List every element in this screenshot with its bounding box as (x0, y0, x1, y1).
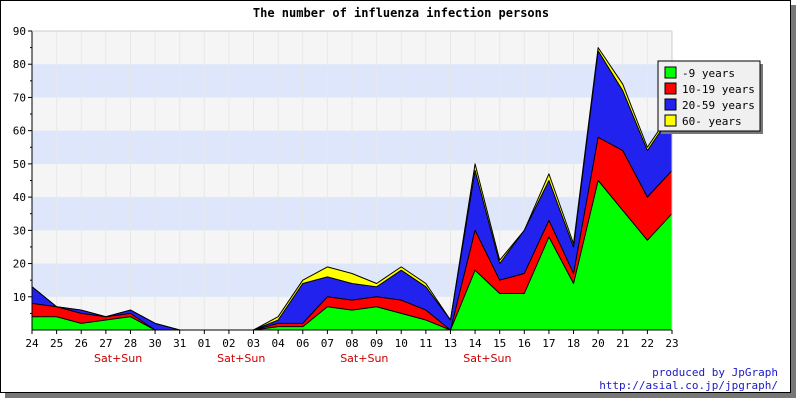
x-tick-label: 22 (641, 337, 654, 350)
chart-canvas: The number of influenza infection person… (13, 6, 763, 365)
x-tick-label: 28 (124, 337, 137, 350)
area-9-years (31, 180, 673, 331)
x-tick-label: 02 (222, 337, 235, 350)
legend-swatch (664, 98, 677, 111)
credit-produced-by: produced by JpGraph (652, 366, 778, 379)
x-tick-label: 25 (50, 337, 63, 350)
y-axis: 10 20 30 40 50 60 70 80 90 (13, 25, 33, 330)
y-tick-label: 70 (13, 91, 26, 104)
legend-label: 20-59 years (682, 99, 755, 112)
x-tick-label: 07 (321, 337, 334, 350)
x-tick-label: 10 (395, 337, 408, 350)
chart-title: The number of influenza infection person… (253, 6, 549, 20)
legend: -9 years 10-19 years 20-59 years 60- years (657, 60, 763, 134)
x-tick-label: 21 (616, 337, 629, 350)
legend-label: -9 years (682, 67, 735, 80)
y-tick-label: 30 (13, 224, 26, 237)
x-tick-label: 20 (592, 337, 605, 350)
weekend-label: Sat+Sun (217, 352, 265, 365)
legend-label: 60- years (682, 115, 742, 128)
x-tick-label: 15 (493, 337, 506, 350)
y-tick-label: 20 (13, 258, 26, 271)
weekend-label: Sat+Sun (340, 352, 388, 365)
legend-swatch (664, 66, 677, 79)
x-tick-label: 16 (518, 337, 531, 350)
credit-url[interactable]: http://asial.co.jp/jpgraph/ (599, 379, 778, 392)
y-tick-label: 10 (13, 291, 26, 304)
x-tick-label: 01 (198, 337, 211, 350)
x-tick-label: 08 (345, 337, 358, 350)
x-axis: 24 25 26 27 28 30 31 01 02 03 04 06 07 08 09 10 11 13 14 15… (25, 30, 679, 365)
x-tick-label: 13 (444, 337, 457, 350)
y-tick-label: 80 (13, 58, 26, 71)
x-tick-label: 18 (567, 337, 580, 350)
x-tick-label: 11 (419, 337, 432, 350)
y-tick-label: 90 (13, 25, 26, 38)
legend-swatch (664, 82, 677, 95)
weekend-label: Sat+Sun (94, 352, 142, 365)
y-tick-label: 50 (13, 158, 26, 171)
legend-swatch (664, 114, 677, 127)
chart-frame: The number of influenza infection person… (0, 0, 791, 393)
x-tick-label: 04 (272, 337, 286, 350)
area-20-59-years (31, 50, 673, 331)
legend-label: 10-19 years (682, 83, 755, 96)
x-tick-label: 30 (148, 337, 161, 350)
x-tick-label: 03 (247, 337, 260, 350)
x-tick-label: 26 (75, 337, 88, 350)
y-tick-label: 40 (13, 191, 26, 204)
x-tick-label: 09 (370, 337, 383, 350)
y-tick-label: 60 (13, 125, 26, 138)
x-tick-label: 14 (468, 337, 482, 350)
x-tick-label: 23 (665, 337, 678, 350)
x-tick-label: 27 (99, 337, 112, 350)
x-tick-label: 17 (542, 337, 555, 350)
area-series (31, 47, 673, 331)
x-tick-label: 06 (296, 337, 309, 350)
weekend-label: Sat+Sun (463, 352, 511, 365)
x-tick-label: 24 (25, 337, 39, 350)
x-tick-label: 31 (173, 337, 186, 350)
